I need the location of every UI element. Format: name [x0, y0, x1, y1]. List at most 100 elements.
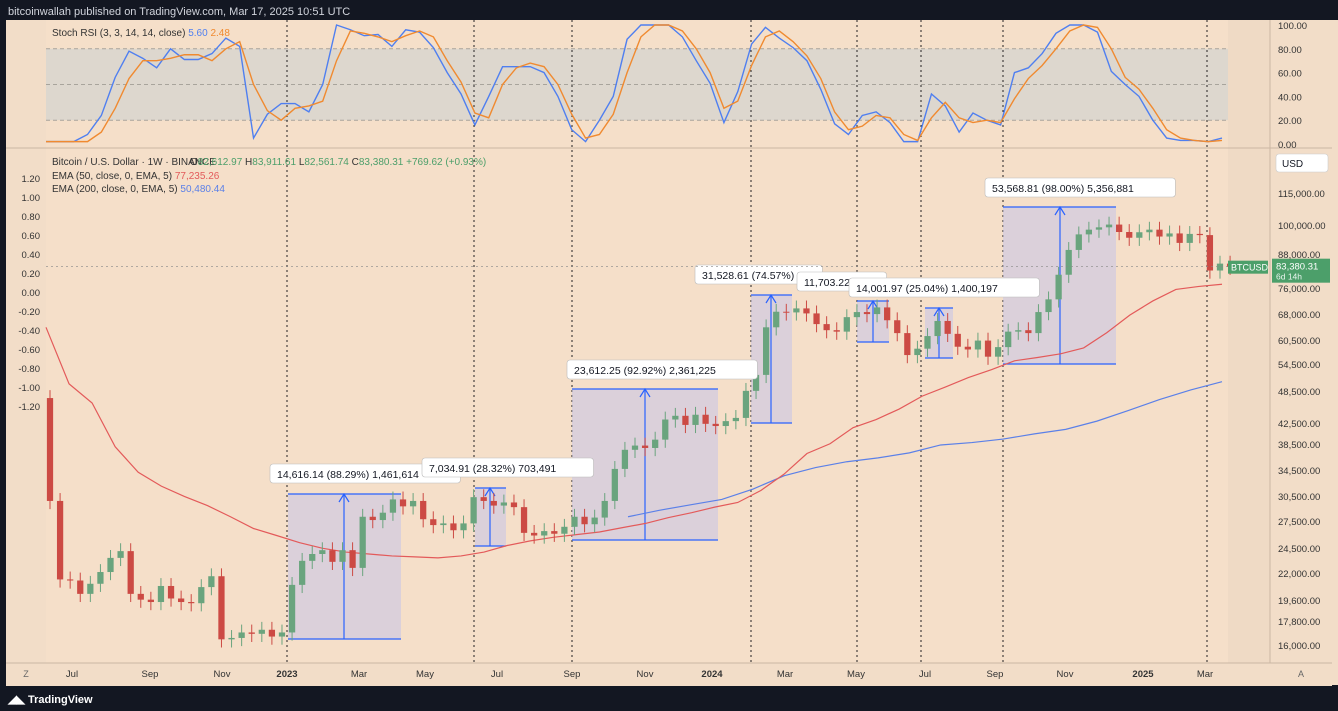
candle-body: [581, 516, 588, 525]
candle-body: [67, 579, 74, 581]
stoch-rsi-line-k: [46, 24, 1223, 143]
measure-arrow-head: [765, 293, 777, 304]
left-tick-label: -0.60: [18, 345, 40, 356]
time-tick-label: Sep: [142, 669, 159, 680]
candle-body: [894, 320, 901, 334]
candle-body: [208, 576, 215, 588]
candle-body: [934, 320, 941, 337]
stoch-rsi-line-d: [46, 24, 1223, 143]
candle-body: [157, 585, 165, 603]
symbol-tag: [1228, 260, 1268, 274]
candle-body: [1156, 229, 1163, 237]
left-tick-label: -0.20: [18, 307, 40, 318]
candle-body: [1206, 235, 1214, 271]
candle-body: [944, 320, 951, 334]
candle-body: [87, 583, 94, 594]
candle-body: [430, 519, 437, 526]
candle-body: [399, 499, 407, 507]
ema50-line: [45, 283, 1223, 559]
price-tick-label: 22,000.00: [1278, 569, 1320, 580]
candle-body: [732, 417, 739, 422]
time-axis-strip: [6, 663, 1332, 685]
ema-legend-value: 77,235.26: [175, 171, 220, 182]
ohlc-value: 83,911.61: [252, 157, 299, 168]
candle-body: [742, 390, 750, 418]
tradingview-logo-icon: ◢◣: [8, 694, 28, 706]
price-tick-label: 68,000.00: [1278, 310, 1320, 321]
left-tick-label: 0.40: [22, 250, 41, 261]
candle-body: [480, 497, 487, 501]
candle-body: [672, 415, 679, 420]
ema200-line: [627, 381, 1223, 518]
currency-label: USD: [1282, 159, 1303, 170]
stoch-rsi-tick-label: 0.00: [1278, 140, 1297, 151]
price-tick-label: 38,500.00: [1278, 440, 1320, 451]
candle-body: [1065, 249, 1072, 275]
candle-body: [1025, 330, 1032, 334]
candle-body: [551, 531, 558, 534]
ohlc-value: 83,380.31: [359, 157, 406, 168]
measure-label: 14,616.14 (88.29%) 1,461,614: [277, 469, 419, 481]
candle-body: [409, 500, 417, 507]
left-tick-label: 0.80: [22, 212, 41, 223]
candle-body: [440, 523, 447, 526]
measure-arrow-head: [1054, 205, 1066, 216]
candle-body: [500, 502, 508, 506]
candle-body: [1085, 229, 1093, 235]
candle-body: [833, 330, 840, 332]
currency-box: [1275, 153, 1329, 173]
price-axis-background: [1270, 20, 1338, 685]
price-title: Bitcoin / U.S. Dollar · 1W · BINANCE: [52, 157, 216, 168]
candle-body: [470, 497, 477, 524]
candle-body: [97, 572, 104, 584]
measure-label: 7,034.91 (28.32%) 703,491: [429, 463, 556, 475]
left-tick-label: 1.20: [22, 174, 41, 185]
last-price-value: 83,380.31: [1276, 262, 1318, 273]
candle-body: [984, 340, 992, 357]
tradingview-brand[interactable]: ◢◣ TradingView: [8, 693, 93, 706]
measure-arrow-head: [933, 306, 945, 317]
stoch-rsi-k-value: 5.60: [188, 28, 210, 39]
candle-body: [268, 629, 276, 637]
candle-body: [288, 584, 296, 633]
time-tick-label: Mar: [1197, 669, 1213, 680]
candle-body: [631, 445, 639, 450]
candle-body: [520, 507, 528, 533]
candle-body: [1136, 232, 1143, 238]
candle-body: [147, 599, 154, 603]
candle-body: [813, 313, 820, 325]
left-tick-label: 1.00: [22, 193, 41, 204]
left-tick-label: -0.80: [18, 364, 40, 375]
time-tick-label: Jul: [919, 669, 931, 680]
time-tick-label: May: [847, 669, 865, 680]
measure-label-box: [566, 359, 758, 380]
ohlc-label: O: [190, 157, 198, 168]
price-tick-label: 24,500.00: [1278, 544, 1320, 555]
candle-body: [490, 500, 497, 506]
ema-legend-name: EMA (50, close, 0, EMA, 5): [52, 171, 175, 182]
auto-scale-icon: A: [1298, 669, 1304, 679]
price-tick-label: 27,500.00: [1278, 517, 1320, 528]
candle-body: [924, 336, 931, 349]
candle-body: [198, 587, 205, 604]
price-tick-label: 16,000.00: [1278, 641, 1320, 652]
stoch-rsi-tick-label: 100.00: [1278, 21, 1307, 32]
candle-body: [1216, 263, 1224, 271]
candle-body: [601, 500, 608, 518]
candle-body: [884, 307, 891, 321]
measure-label-box: [984, 177, 1176, 198]
ema-legend-name: EMA (200, close, 0, EMA, 5): [52, 184, 180, 195]
price-tick-label: 30,500.00: [1278, 492, 1320, 503]
price-tick-label: 54,500.00: [1278, 360, 1320, 371]
candle-body: [1075, 234, 1082, 250]
candle-body: [823, 324, 830, 331]
stoch-rsi-tick-label: 60.00: [1278, 69, 1302, 80]
candle-body: [369, 516, 376, 521]
stoch-rsi-d-value: 2.48: [210, 28, 230, 39]
candle-body: [752, 374, 760, 391]
candle-body: [773, 311, 780, 328]
candle-body: [218, 576, 225, 640]
candle-body: [712, 423, 719, 427]
